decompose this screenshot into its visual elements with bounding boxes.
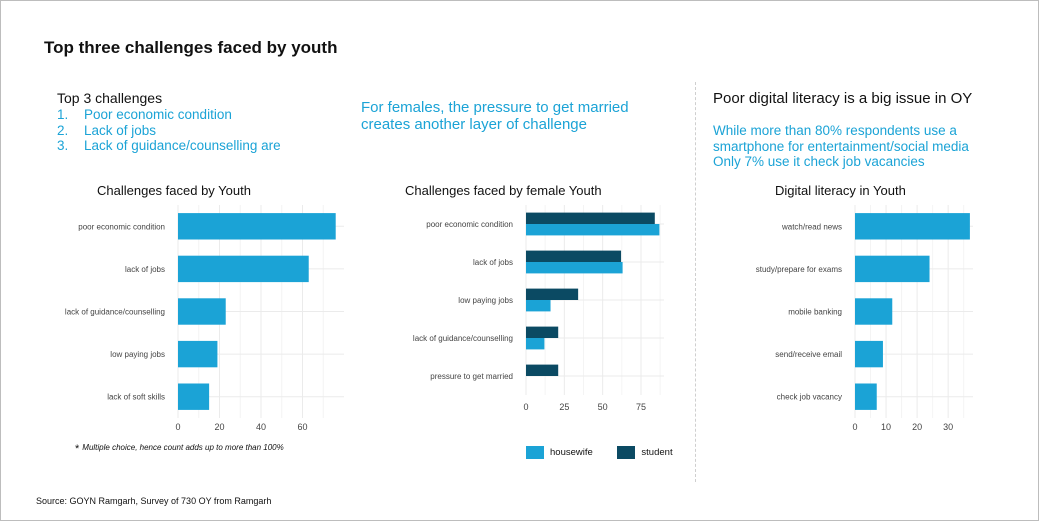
x-tick-label: 50 xyxy=(598,402,608,412)
bar-student xyxy=(526,364,559,376)
bar xyxy=(178,298,226,325)
y-tick-label: lack of soft skills xyxy=(107,393,165,402)
panel3-heading: Poor digital literacy is a big issue in … xyxy=(713,90,973,107)
y-tick-label: lack of jobs xyxy=(125,265,165,274)
bar xyxy=(855,255,930,283)
bar-student xyxy=(526,212,655,224)
chart2-title: Challenges faced by female Youth xyxy=(405,183,602,198)
bar-housewife xyxy=(526,338,545,350)
legend-label: housewife xyxy=(550,447,593,458)
legend-label: student xyxy=(641,447,673,458)
x-tick-label: 20 xyxy=(214,422,224,432)
bar-student xyxy=(526,326,559,338)
x-tick-label: 60 xyxy=(297,422,307,432)
x-tick-label: 0 xyxy=(175,422,180,432)
y-tick-label: study/prepare for exams xyxy=(756,265,842,274)
x-tick-label: 40 xyxy=(256,422,266,432)
bar xyxy=(855,340,883,368)
page-title: Top three challenges faced by youth xyxy=(44,38,338,57)
y-tick-label: check job vacancy xyxy=(777,393,842,402)
chart1-title: Challenges faced by Youth xyxy=(97,183,251,198)
legend-swatch-housewife xyxy=(526,446,544,459)
bar-housewife xyxy=(526,300,551,312)
y-tick-label: lack of guidance/counselling xyxy=(413,334,513,343)
y-tick-label: low paying jobs xyxy=(458,296,513,305)
bar xyxy=(855,383,877,410)
x-tick-label: 0 xyxy=(852,422,857,432)
y-tick-label: poor economic condition xyxy=(426,220,513,229)
bar-housewife xyxy=(526,224,660,236)
list-item: 3. Lack of guidance/counselling are xyxy=(57,138,281,153)
y-tick-label: low paying jobs xyxy=(110,350,165,359)
x-tick-label: 20 xyxy=(912,422,922,432)
y-tick-label: mobile banking xyxy=(788,308,842,317)
x-tick-label: 75 xyxy=(636,402,646,412)
bar xyxy=(178,383,210,410)
chart3-title: Digital literacy in Youth xyxy=(775,183,906,198)
y-tick-label: send/receive email xyxy=(775,350,842,359)
list-item: 2. Lack of jobs xyxy=(57,122,157,138)
bar xyxy=(178,213,336,240)
x-tick-label: 10 xyxy=(881,422,891,432)
callout-line: smartphone for entertainment/social medi… xyxy=(713,138,969,154)
bar xyxy=(855,298,893,325)
footnote: * Multiple choice, hence count adds up to… xyxy=(75,443,284,455)
challenge-list: 1. Poor economic condition 2. Lack of jobs… xyxy=(57,107,281,154)
list-item: 1. Poor economic condition xyxy=(57,107,232,122)
callout-line: creates another layer of challenge xyxy=(361,116,587,133)
bar-housewife xyxy=(526,262,623,274)
bar-student xyxy=(526,288,579,300)
callout-line: For females, the pressure to get married xyxy=(361,99,629,116)
callout-line: Only 7% use it check job vacancies xyxy=(713,154,925,169)
bar xyxy=(178,255,309,283)
y-tick-label: pressure to get married xyxy=(430,372,513,381)
chart2-legend: housewife student xyxy=(526,446,695,459)
x-tick-label: 0 xyxy=(523,402,528,412)
x-tick-label: 25 xyxy=(559,402,569,412)
bar-student xyxy=(526,250,622,262)
y-tick-label: poor economic condition xyxy=(78,222,165,231)
legend-swatch-student xyxy=(617,446,636,459)
panel2-callout: For females, the pressure to get married… xyxy=(361,99,629,133)
y-tick-label: watch/read news xyxy=(781,222,842,231)
panel3-callout: While more than 80% respondents use a sm… xyxy=(713,123,969,170)
y-tick-label: lack of jobs xyxy=(473,258,513,267)
x-tick-label: 30 xyxy=(943,422,953,432)
panel1-heading: Top 3 challenges xyxy=(57,90,163,106)
panel-divider xyxy=(695,82,696,482)
source-note: Source: GOYN Ramgarh, Survey of 730 OY f… xyxy=(36,496,272,506)
callout-line: While more than 80% respondents use a xyxy=(713,123,957,138)
bar xyxy=(855,213,970,240)
bar xyxy=(178,340,218,368)
y-tick-label: lack of guidance/counselling xyxy=(65,308,165,317)
